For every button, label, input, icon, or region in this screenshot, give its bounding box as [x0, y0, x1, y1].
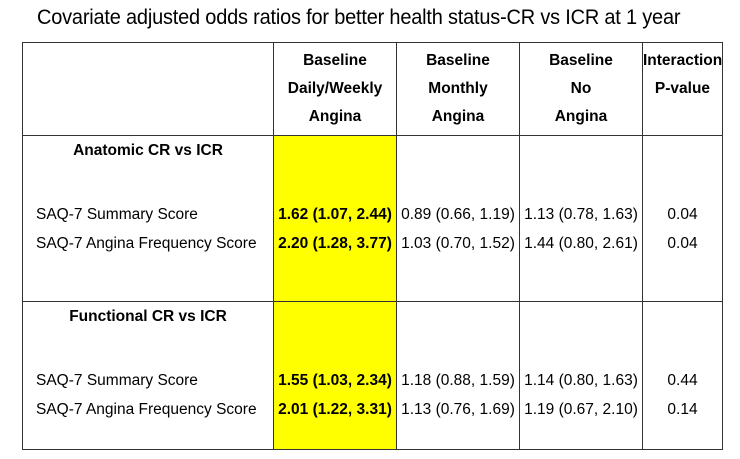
- value-cell: 1.13 (0.78, 1.63): [524, 206, 638, 223]
- header-interaction-p: Interaction P-value: [642, 42, 723, 136]
- header-row: Baseline Daily/Weekly Angina Baseline Mo…: [22, 42, 723, 136]
- p-value-cell: 0.44: [667, 372, 698, 390]
- value-cell: 1.44 (0.80, 2.61): [524, 235, 638, 252]
- value-cell: 1.55 (1.03, 2.34): [278, 372, 392, 390]
- row-label: SAQ-7 Angina Frequency Score: [36, 401, 257, 419]
- section-functional-daily-weekly: 1.55 (1.03, 2.34) 2.01 (1.22, 3.31): [273, 301, 397, 450]
- p-value-cell: 0.04: [667, 235, 698, 252]
- header-no-angina: Baseline No Angina: [519, 42, 643, 136]
- section-functional-none: 1.14 (0.80, 1.63) 1.19 (0.67, 2.10): [519, 301, 643, 450]
- section-functional-monthly: 1.18 (0.88, 1.59) 1.13 (0.76, 1.69): [396, 301, 520, 450]
- section-title: Functional CR vs ICR: [69, 308, 227, 326]
- row-label: SAQ-7 Summary Score: [36, 372, 198, 390]
- value-cell: 1.19 (0.67, 2.10): [524, 401, 638, 419]
- section-anatomic-p: 0.04 0.04: [642, 134, 723, 303]
- section-anatomic-labels: Anatomic CR vs ICR SAQ-7 Summary Score S…: [22, 134, 274, 303]
- p-value-cell: 0.04: [667, 206, 698, 223]
- section-functional-p: 0.44 0.14: [642, 301, 723, 450]
- value-cell: 1.13 (0.76, 1.69): [401, 401, 515, 419]
- value-cell: 1.03 (0.70, 1.52): [401, 235, 515, 252]
- value-cell: 2.01 (1.22, 3.31): [278, 401, 392, 419]
- p-value-cell: 0.14: [667, 401, 698, 419]
- value-cell: 2.20 (1.28, 3.77): [278, 235, 392, 252]
- section-title: Anatomic CR vs ICR: [73, 142, 223, 159]
- header-daily-weekly: Baseline Daily/Weekly Angina: [273, 42, 397, 136]
- section-anatomic-daily-weekly: 1.62 (1.07, 2.44) 2.20 (1.28, 3.77): [273, 134, 397, 303]
- section-anatomic: Anatomic CR vs ICR SAQ-7 Summary Score S…: [22, 134, 723, 303]
- header-monthly: Baseline Monthly Angina: [396, 42, 520, 136]
- row-label: SAQ-7 Angina Frequency Score: [36, 235, 257, 252]
- value-cell: 0.89 (0.66, 1.19): [401, 206, 515, 223]
- value-cell: 1.18 (0.88, 1.59): [401, 372, 515, 390]
- section-anatomic-monthly: 0.89 (0.66, 1.19) 1.03 (0.70, 1.52): [396, 134, 520, 303]
- value-cell: 1.62 (1.07, 2.44): [278, 206, 392, 223]
- section-functional: Functional CR vs ICR SAQ-7 Summary Score…: [22, 301, 723, 450]
- row-label: SAQ-7 Summary Score: [36, 206, 198, 223]
- value-cell: 1.14 (0.80, 1.63): [524, 372, 638, 390]
- page-title: Covariate adjusted odds ratios for bette…: [37, 6, 681, 29]
- odds-ratio-table: Baseline Daily/Weekly Angina Baseline Mo…: [22, 42, 723, 450]
- section-anatomic-none: 1.13 (0.78, 1.63) 1.44 (0.80, 2.61): [519, 134, 643, 303]
- section-functional-labels: Functional CR vs ICR SAQ-7 Summary Score…: [22, 301, 274, 450]
- header-empty: [22, 42, 274, 136]
